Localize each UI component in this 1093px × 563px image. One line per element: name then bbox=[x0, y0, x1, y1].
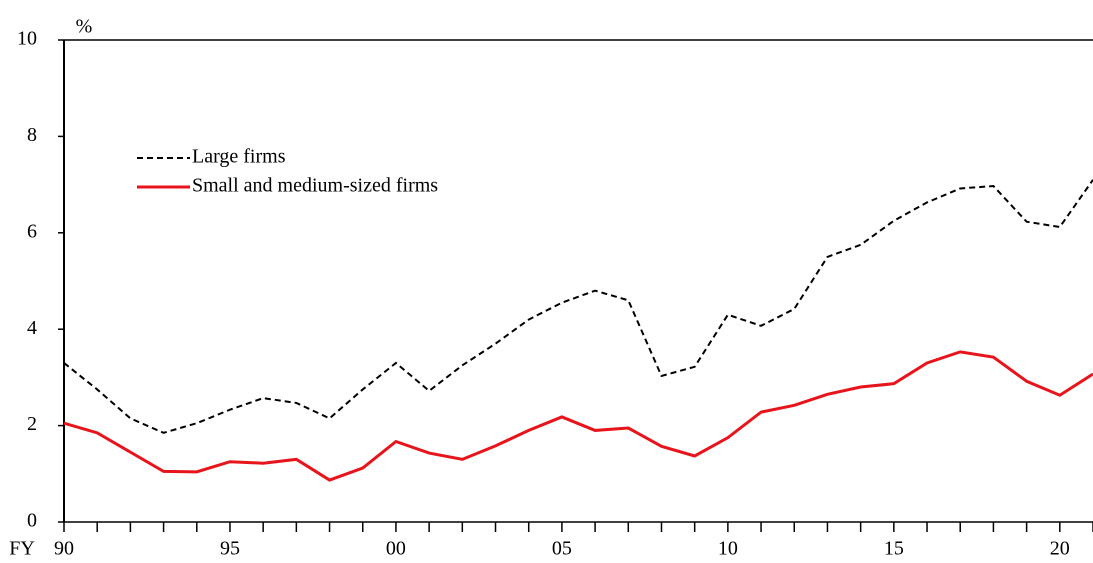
x-tick-label: 15 bbox=[884, 538, 904, 560]
x-tick-label: 00 bbox=[386, 538, 406, 560]
x-tick-label: 10 bbox=[718, 538, 738, 560]
y-tick-label: 10 bbox=[17, 28, 37, 50]
y-tick-label: 4 bbox=[27, 317, 37, 339]
series-line bbox=[63, 350, 1093, 482]
series-line bbox=[63, 179, 1093, 434]
y-tick-label: 2 bbox=[27, 413, 37, 435]
legend-label: Small and medium-sized firms bbox=[192, 175, 438, 197]
x-tick-label: 95 bbox=[220, 538, 240, 560]
y-tick-label: 0 bbox=[27, 510, 37, 532]
y-tick-label: 8 bbox=[27, 124, 37, 146]
x-tick-label: 05 bbox=[552, 538, 572, 560]
x-tick-label: 20 bbox=[1050, 538, 1070, 560]
x-tick-label: 90 bbox=[54, 538, 74, 560]
y-tick-label: 6 bbox=[27, 220, 37, 242]
legend-label: Large firms bbox=[192, 146, 286, 168]
y-unit: % bbox=[76, 16, 93, 38]
x-axis-label: FY bbox=[9, 538, 35, 560]
